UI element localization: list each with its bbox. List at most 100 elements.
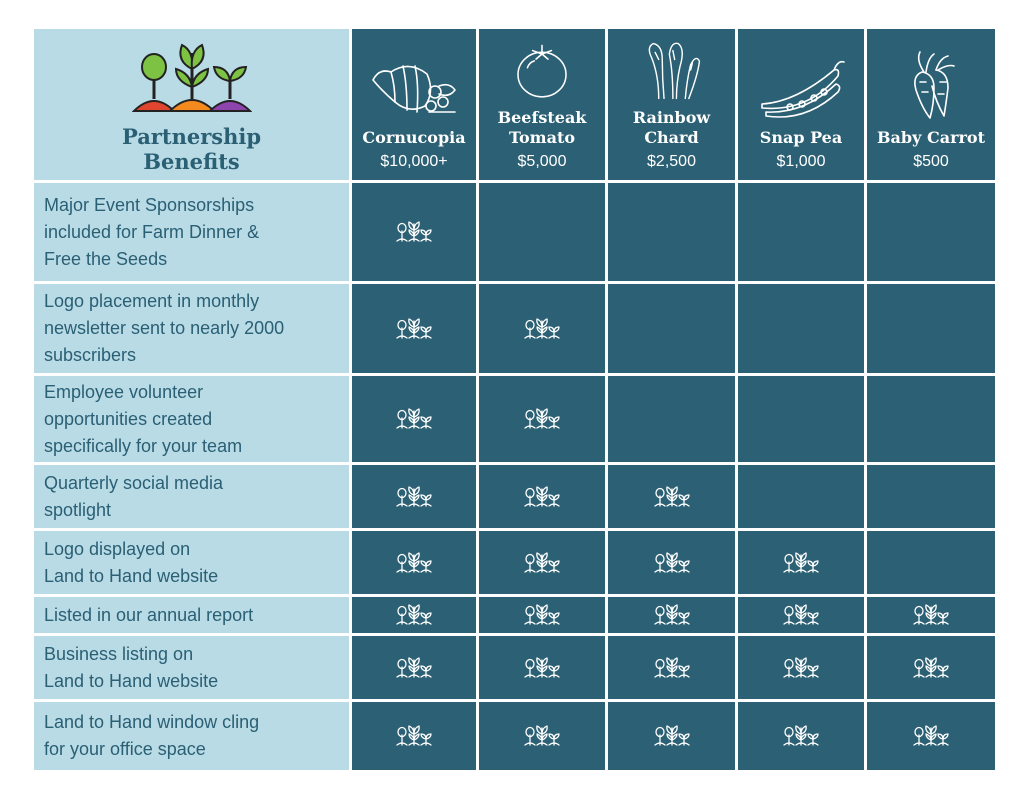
- benefit-cell: [608, 376, 735, 462]
- benefit-cell: [352, 597, 476, 633]
- benefit-cell: [867, 284, 995, 373]
- benefit-cell: [738, 284, 864, 373]
- benefit-cell: [479, 284, 605, 373]
- tier-amount: $1,000: [776, 153, 826, 170]
- benefit-cell: [352, 702, 476, 770]
- sprouts-check-icon: [783, 656, 819, 678]
- benefit-cell: [867, 465, 995, 528]
- benefit-label-website-logo: Logo displayed on Land to Hand website: [34, 531, 349, 594]
- sprouts-check-icon: [913, 604, 949, 625]
- sprouts-check-icon: [653, 656, 690, 678]
- benefit-cell: [352, 284, 476, 373]
- title-line-2: Benefits: [143, 149, 240, 174]
- sprouts-check-icon: [396, 485, 432, 507]
- tier-header-rainbow-chard: Rainbow Chard $2,500: [608, 29, 735, 180]
- carrot-icon: [914, 51, 955, 119]
- benefit-cell: [608, 183, 735, 281]
- benefit-label-business-listing: Business listing on Land to Hand website: [34, 636, 349, 699]
- tomato-icon: [517, 44, 567, 98]
- benefit-cell: [479, 597, 605, 633]
- benefit-label-volunteer: Employee volunteer opportunities created s…: [34, 376, 349, 462]
- tier-header-snap-pea: Snap Pea $1,000: [738, 29, 864, 180]
- sprouts-check-icon: [396, 604, 432, 625]
- tier-amount: $5,000: [517, 153, 567, 170]
- cornucopia-icon: [372, 65, 456, 113]
- benefit-cell: [738, 183, 864, 281]
- chard-icon: [648, 42, 700, 100]
- benefit-cell: [738, 636, 864, 699]
- sprouts-check-icon: [653, 604, 690, 625]
- sprouts-check-icon: [524, 317, 560, 339]
- benefit-cell: [867, 183, 995, 281]
- tier-amount: $2,500: [647, 153, 696, 170]
- benefit-cell: [479, 376, 605, 462]
- sprouts-logo-icon: [131, 43, 252, 112]
- sprouts-check-icon: [913, 656, 949, 678]
- benefit-cell: [479, 636, 605, 699]
- benefit-cell: [608, 465, 735, 528]
- tier-header-cornucopia: Cornucopia $10,000+: [352, 29, 476, 180]
- table-header-corner: Partnership Benefits: [34, 29, 349, 180]
- tier-name: Snap Pea: [759, 128, 843, 147]
- sprouts-check-icon: [783, 604, 819, 625]
- sprouts-check-icon: [396, 725, 432, 746]
- benefit-cell: [738, 702, 864, 770]
- benefit-cell: [738, 465, 864, 528]
- benefit-cell: [867, 597, 995, 633]
- sprouts-check-icon: [653, 551, 690, 573]
- benefit-cell: [867, 531, 995, 594]
- tier-header-baby-carrot: Baby Carrot $500: [867, 29, 995, 180]
- pea-pod-icon: [761, 60, 845, 118]
- benefit-cell: [608, 702, 735, 770]
- sprouts-check-icon: [524, 725, 560, 746]
- benefit-cell: [479, 702, 605, 770]
- benefit-cell: [608, 636, 735, 699]
- benefit-cell: [479, 531, 605, 594]
- benefit-cell: [608, 284, 735, 373]
- sprouts-check-icon: [396, 408, 432, 429]
- benefit-cell: [867, 636, 995, 699]
- sprouts-check-icon: [653, 725, 690, 746]
- benefit-cell: [352, 636, 476, 699]
- tier-name: Baby Carrot: [877, 128, 985, 147]
- sprouts-check-icon: [396, 221, 432, 242]
- benefit-cell: [352, 183, 476, 281]
- sprouts-check-icon: [783, 725, 819, 746]
- sprouts-check-icon: [396, 551, 432, 573]
- tier-header-beefsteak-tomato: Beefsteak Tomato $5,000: [479, 29, 605, 180]
- benefit-label-newsletter-logo: Logo placement in monthly newsletter sent…: [34, 284, 349, 373]
- benefit-label-event-sponsorships: Major Event Sponsorships included for Far…: [34, 183, 349, 281]
- sprouts-check-icon: [524, 408, 560, 429]
- sprouts-check-icon: [396, 656, 432, 678]
- tier-name: Cornucopia: [362, 128, 466, 147]
- benefit-label-social-spotlight: Quarterly social media spotlight: [34, 465, 349, 528]
- benefit-cell: [479, 183, 605, 281]
- benefit-cell: [352, 465, 476, 528]
- sprouts-check-icon: [653, 485, 690, 507]
- table-title: Partnership Benefits: [122, 124, 261, 174]
- benefit-cell: [867, 702, 995, 770]
- tier-amount: $500: [913, 153, 949, 170]
- tier-name: Rainbow Chard: [632, 108, 711, 147]
- sprouts-check-icon: [396, 317, 432, 339]
- benefit-cell: [608, 531, 735, 594]
- benefit-label-window-cling: Land to Hand window cling for your office…: [34, 702, 349, 770]
- benefit-cell: [867, 376, 995, 462]
- benefit-cell: [738, 597, 864, 633]
- benefit-cell: [738, 531, 864, 594]
- benefit-cell: [738, 376, 864, 462]
- benefit-cell: [352, 531, 476, 594]
- tier-amount: $10,000+: [380, 153, 448, 170]
- sprouts-check-icon: [524, 485, 560, 507]
- sprouts-check-icon: [783, 551, 819, 573]
- partnership-benefits-table: Partnership Benefits Cornucopia $10,000+: [34, 29, 995, 770]
- tier-name: Beefsteak Tomato: [497, 108, 587, 147]
- sprouts-check-icon: [524, 656, 560, 678]
- benefit-label-annual-report: Listed in our annual report: [34, 597, 349, 633]
- sprouts-check-icon: [524, 551, 560, 573]
- sprouts-check-icon: [524, 604, 560, 625]
- benefit-cell: [608, 597, 735, 633]
- benefit-cell: [479, 465, 605, 528]
- sprouts-check-icon: [913, 725, 949, 746]
- benefit-cell: [352, 376, 476, 462]
